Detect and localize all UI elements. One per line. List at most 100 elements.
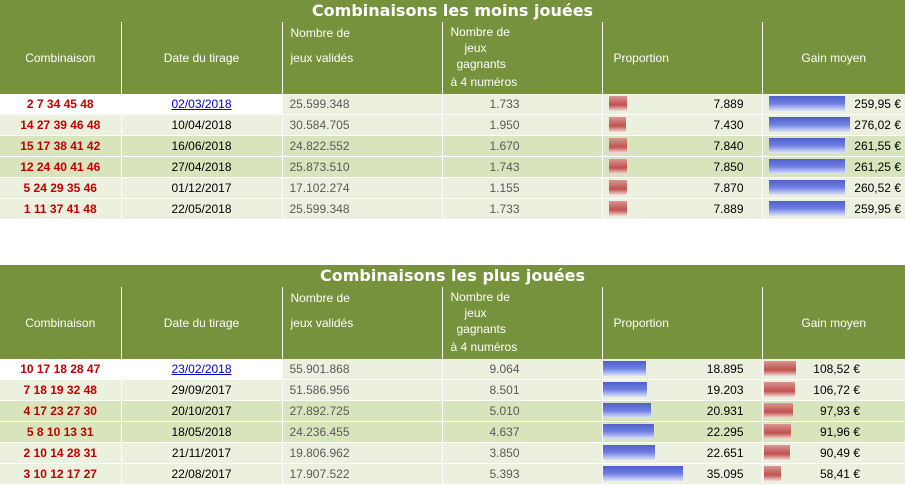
combinaison-cell: 14 27 39 46 48	[0, 114, 122, 136]
table-moins-jouees: Combinaison Date du tirage Nombre de jeu…	[0, 22, 905, 220]
combinaison-cell: 5 8 10 13 31	[0, 421, 122, 443]
gain-bar	[768, 159, 845, 174]
proportion-value: 7.889	[713, 202, 744, 216]
date-link[interactable]: 23/02/2018	[171, 362, 232, 376]
combinaison-cell: 10 17 18 28 47	[0, 359, 122, 380]
gain-value: 108,52 €	[813, 362, 860, 376]
jeux-valides-cell: 25.599.348	[282, 198, 443, 220]
proportion-cell: 22.295	[602, 421, 763, 443]
proportion-cell: 7.840	[602, 135, 763, 157]
gain-bar	[763, 466, 781, 481]
header-date: Date du tirage	[121, 22, 283, 94]
date-cell: 16/06/2018	[121, 135, 283, 157]
jeux-valides-cell: 51.586.956	[282, 379, 443, 401]
jeux-gagnants-cell: 8.501	[442, 379, 603, 401]
proportion-value: 18.895	[706, 362, 744, 376]
proportion-cell: 7.889	[602, 198, 763, 220]
proportion-value: 20.931	[706, 404, 744, 418]
table-row: 1 11 37 41 48 22/05/2018 25.599.348 1.733 7.…	[0, 198, 905, 220]
combinaison-cell: 4 17 23 27 30	[0, 400, 122, 422]
gain-bar	[768, 180, 845, 195]
table-row: 7 18 19 32 48 29/09/2017 51.586.956 8.501 19…	[0, 379, 905, 401]
combinaison-cell: 7 18 19 32 48	[0, 379, 122, 401]
header-jeux-valides: Nombre de jeux validés	[282, 287, 443, 359]
gain-value: 260,52 €	[854, 181, 901, 195]
table-row: 3 10 12 17 27 22/08/2017 17.907.522 5.393 35…	[0, 463, 905, 485]
proportion-cell: 18.895	[602, 359, 763, 380]
proportion-cell: 7.889	[602, 94, 763, 115]
gain-bar	[768, 117, 850, 132]
gain-moyen-cell: 58,41 €	[762, 463, 905, 485]
proportion-value: 22.295	[706, 425, 744, 439]
gain-value: 259,95 €	[854, 97, 901, 111]
gain-moyen-cell: 259,95 €	[762, 94, 905, 115]
date-cell: 22/08/2017	[121, 463, 283, 485]
jeux-gagnants-cell: 1.733	[442, 198, 603, 220]
proportion-bar	[608, 201, 627, 216]
proportion-value: 35.095	[706, 467, 744, 481]
proportion-bar	[602, 361, 646, 376]
section-plus-jouees: Combinaisons les plus jouées Combinaison…	[0, 265, 905, 485]
combinaison-cell: 15 17 38 41 42	[0, 135, 122, 157]
table-row: 2 7 34 45 48 02/03/2018 25.599.348 1.733 7.8…	[0, 94, 905, 115]
header-date: Date du tirage	[121, 287, 283, 359]
table-plus-jouees: Combinaison Date du tirage Nombre de jeu…	[0, 287, 905, 485]
jeux-valides-cell: 19.806.962	[282, 442, 443, 464]
proportion-cell: 35.095	[602, 463, 763, 485]
date-cell: 29/09/2017	[121, 379, 283, 401]
proportion-bar	[602, 382, 647, 397]
jeux-valides-cell: 55.901.868	[282, 359, 443, 380]
gain-bar	[763, 424, 791, 439]
section-moins-jouees: Combinaisons les moins jouées Combinaiso…	[0, 0, 905, 220]
jeux-gagnants-cell: 1.950	[442, 114, 603, 136]
combinaison-cell: 1 11 37 41 48	[0, 198, 122, 220]
combinaison-cell: 12 24 40 41 46	[0, 156, 122, 178]
proportion-value: 22.651	[706, 446, 744, 460]
gain-value: 276,02 €	[854, 118, 901, 132]
proportion-value: 7.870	[713, 181, 744, 195]
table-row: 5 24 29 35 46 01/12/2017 17.102.274 1.155 7.…	[0, 177, 905, 199]
header-proportion: Proportion	[602, 287, 763, 359]
table-row: 5 8 10 13 31 18/05/2018 24.236.455 4.637 22.…	[0, 421, 905, 443]
date-link[interactable]: 02/03/2018	[171, 97, 232, 111]
proportion-value: 7.840	[713, 139, 744, 153]
proportion-value: 7.430	[713, 118, 744, 132]
gain-moyen-cell: 260,52 €	[762, 177, 905, 199]
gain-moyen-cell: 90,49 €	[762, 442, 905, 464]
header-combinaison: Combinaison	[0, 287, 122, 359]
header-jeux-valides: Nombre de jeux validés	[282, 22, 443, 94]
table-row: 14 27 39 46 48 10/04/2018 30.584.705 1.950 7…	[0, 114, 905, 136]
proportion-bar	[602, 424, 654, 439]
table-row: 15 17 38 41 42 16/06/2018 24.822.552 1.670 7…	[0, 135, 905, 157]
combinaison-cell: 2 10 14 28 31	[0, 442, 122, 464]
combinaison-cell: 3 10 12 17 27	[0, 463, 122, 485]
proportion-bar	[608, 159, 627, 174]
gain-bar	[768, 138, 845, 153]
jeux-gagnants-cell: 9.064	[442, 359, 603, 380]
header-jeux-gagnants: Nombre de jeux gagnants à 4 numéros	[442, 287, 603, 359]
proportion-bar	[602, 445, 655, 460]
date-cell: 10/04/2018	[121, 114, 283, 136]
table-row: 12 24 40 41 46 27/04/2018 25.873.510 1.743 7…	[0, 156, 905, 178]
date-cell: 01/12/2017	[121, 177, 283, 199]
header-combinaison: Combinaison	[0, 22, 122, 94]
proportion-bar	[602, 466, 683, 481]
gain-moyen-cell: 108,52 €	[762, 359, 905, 380]
proportion-bar	[602, 403, 651, 418]
jeux-gagnants-cell: 1.670	[442, 135, 603, 157]
date-cell: 18/05/2018	[121, 421, 283, 443]
jeux-valides-cell: 17.102.274	[282, 177, 443, 199]
proportion-value: 19.203	[706, 383, 744, 397]
jeux-gagnants-cell: 1.743	[442, 156, 603, 178]
date-cell: 27/04/2018	[121, 156, 283, 178]
gain-value: 261,25 €	[854, 160, 901, 174]
proportion-cell: 7.870	[602, 177, 763, 199]
jeux-gagnants-cell: 4.637	[442, 421, 603, 443]
date-cell: 23/02/2018	[121, 359, 283, 380]
gain-bar	[763, 382, 795, 397]
proportion-cell: 22.651	[602, 442, 763, 464]
jeux-valides-cell: 30.584.705	[282, 114, 443, 136]
date-cell: 22/05/2018	[121, 198, 283, 220]
gain-bar	[768, 96, 845, 111]
gain-value: 259,95 €	[854, 202, 901, 216]
